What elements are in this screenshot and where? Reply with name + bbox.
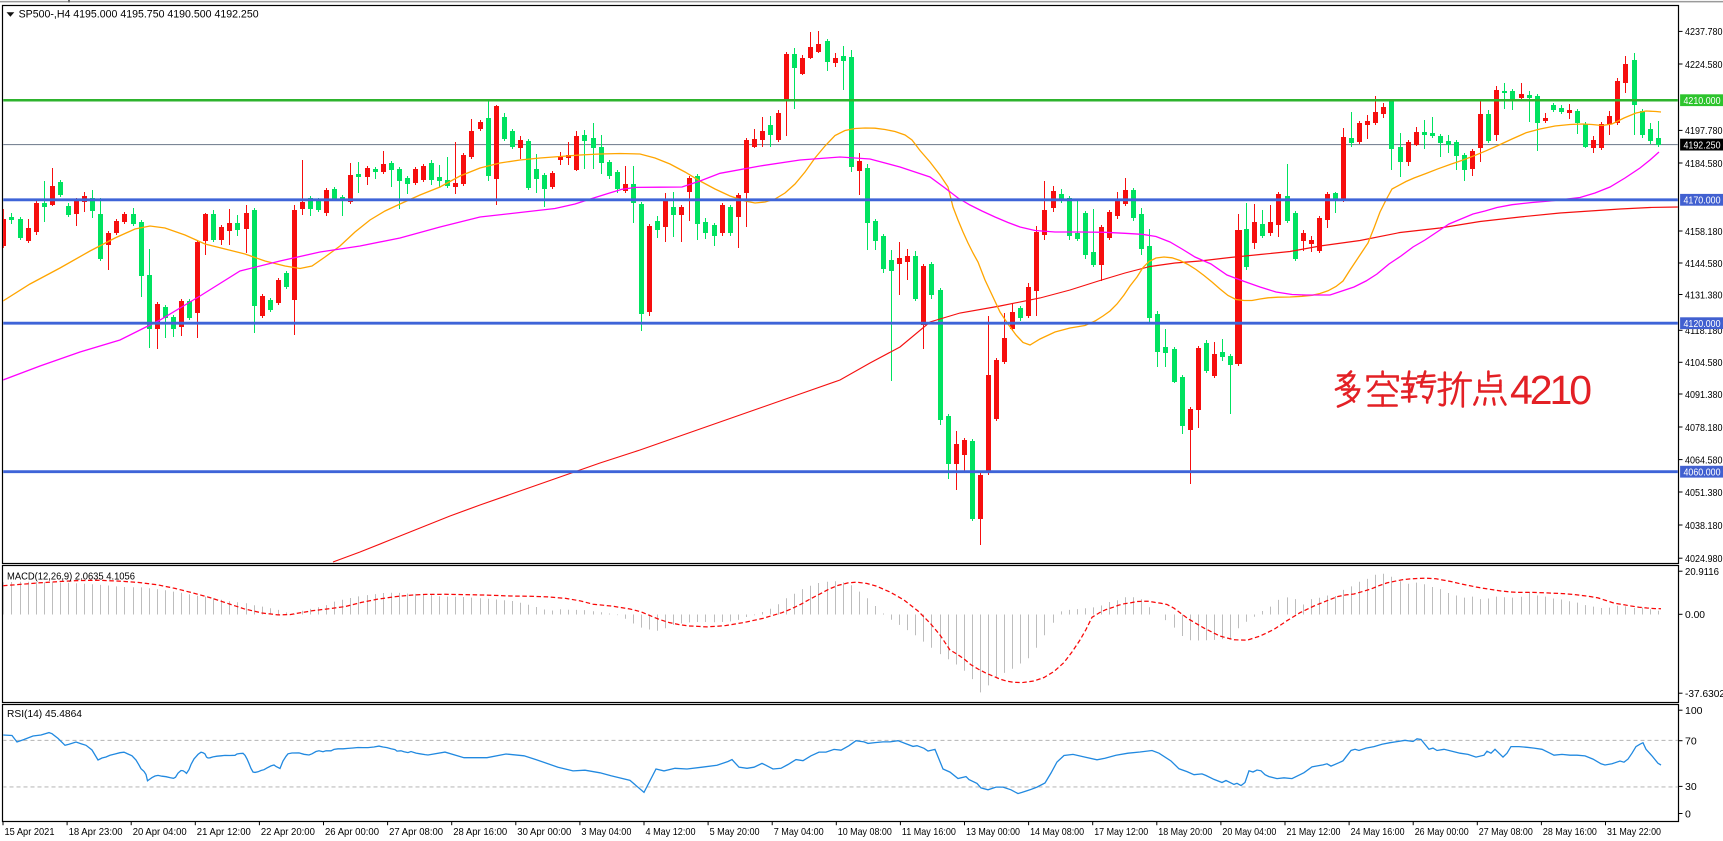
svg-text:27 May 08:00: 27 May 08:00: [1479, 826, 1533, 838]
svg-text:-37.6302: -37.6302: [1685, 688, 1723, 700]
svg-text:4192.250: 4192.250: [1684, 139, 1721, 151]
svg-text:13 May 00:00: 13 May 00:00: [966, 826, 1020, 838]
svg-text:18 Apr 23:00: 18 Apr 23:00: [69, 826, 123, 838]
svg-text:22 Apr 20:00: 22 Apr 20:00: [261, 826, 315, 838]
svg-text:4120.000: 4120.000: [1684, 318, 1721, 330]
svg-text:0: 0: [1685, 808, 1691, 820]
svg-text:4060.000: 4060.000: [1684, 466, 1721, 478]
svg-text:24 May 16:00: 24 May 16:00: [1351, 826, 1405, 838]
svg-text:SP500-,H4 4195.000 4195.750 4: SP500-,H4 4195.000 4195.750 4190.500 419…: [19, 8, 259, 20]
svg-text:4170.000: 4170.000: [1684, 195, 1721, 207]
svg-text:28 May 16:00: 28 May 16:00: [1543, 826, 1597, 838]
svg-text:100: 100: [1685, 705, 1703, 717]
svg-text:4224.580: 4224.580: [1685, 59, 1723, 71]
svg-text:5 May 20:00: 5 May 20:00: [710, 826, 760, 838]
svg-text:4131.380: 4131.380: [1685, 289, 1723, 301]
svg-text:17 May 12:00: 17 May 12:00: [1094, 826, 1148, 838]
svg-text:4237.780: 4237.780: [1685, 26, 1723, 38]
svg-text:4104.580: 4104.580: [1685, 357, 1723, 369]
svg-text:15 Apr 2021: 15 Apr 2021: [5, 826, 55, 838]
svg-text:21 Apr 12:00: 21 Apr 12:00: [197, 826, 251, 838]
svg-text:26 Apr 00:00: 26 Apr 00:00: [325, 826, 379, 838]
svg-text:0.00: 0.00: [1685, 609, 1705, 621]
svg-text:18 May 20:00: 18 May 20:00: [1158, 826, 1212, 838]
svg-text:RSI(14) 45.4864: RSI(14) 45.4864: [7, 708, 82, 720]
svg-text:4038.180: 4038.180: [1685, 520, 1723, 532]
svg-text:4 May 12:00: 4 May 12:00: [646, 826, 696, 838]
svg-text:20 Apr 04:00: 20 Apr 04:00: [133, 826, 187, 838]
svg-text:4024.980: 4024.980: [1685, 553, 1723, 565]
svg-text:4064.580: 4064.580: [1685, 454, 1723, 466]
svg-text:4184.580: 4184.580: [1685, 158, 1723, 170]
svg-text:4210.000: 4210.000: [1684, 95, 1721, 107]
svg-text:14 May 08:00: 14 May 08:00: [1030, 826, 1084, 838]
svg-text:3 May 04:00: 3 May 04:00: [581, 826, 631, 838]
svg-text:20.9116: 20.9116: [1685, 566, 1719, 578]
svg-text:4210: 4210: [1510, 367, 1592, 413]
svg-text:21 May 12:00: 21 May 12:00: [1287, 826, 1341, 838]
svg-text:4091.380: 4091.380: [1685, 389, 1723, 401]
svg-text:70: 70: [1685, 736, 1697, 748]
svg-text:30 Apr 00:00: 30 Apr 00:00: [517, 826, 571, 838]
svg-text:30: 30: [1685, 781, 1697, 793]
svg-text:27 Apr 08:00: 27 Apr 08:00: [389, 826, 443, 838]
svg-text:4144.580: 4144.580: [1685, 258, 1723, 270]
svg-text:4197.780: 4197.780: [1685, 125, 1723, 137]
svg-text:4078.180: 4078.180: [1685, 422, 1723, 434]
svg-text:10 May 08:00: 10 May 08:00: [838, 826, 892, 838]
svg-text:4051.380: 4051.380: [1685, 487, 1723, 499]
svg-text:7 May 04:00: 7 May 04:00: [774, 826, 824, 838]
svg-text:20 May 04:00: 20 May 04:00: [1222, 826, 1276, 838]
svg-text:28 Apr 16:00: 28 Apr 16:00: [453, 826, 507, 838]
svg-text:4158.180: 4158.180: [1685, 226, 1723, 238]
svg-text:31 May 22:00: 31 May 22:00: [1607, 826, 1661, 838]
svg-text:26 May 00:00: 26 May 00:00: [1415, 826, 1469, 838]
svg-text:MACD(12,26,9) 2.0635 4.1056: MACD(12,26,9) 2.0635 4.1056: [7, 571, 135, 583]
svg-text:11 May 16:00: 11 May 16:00: [902, 826, 956, 838]
